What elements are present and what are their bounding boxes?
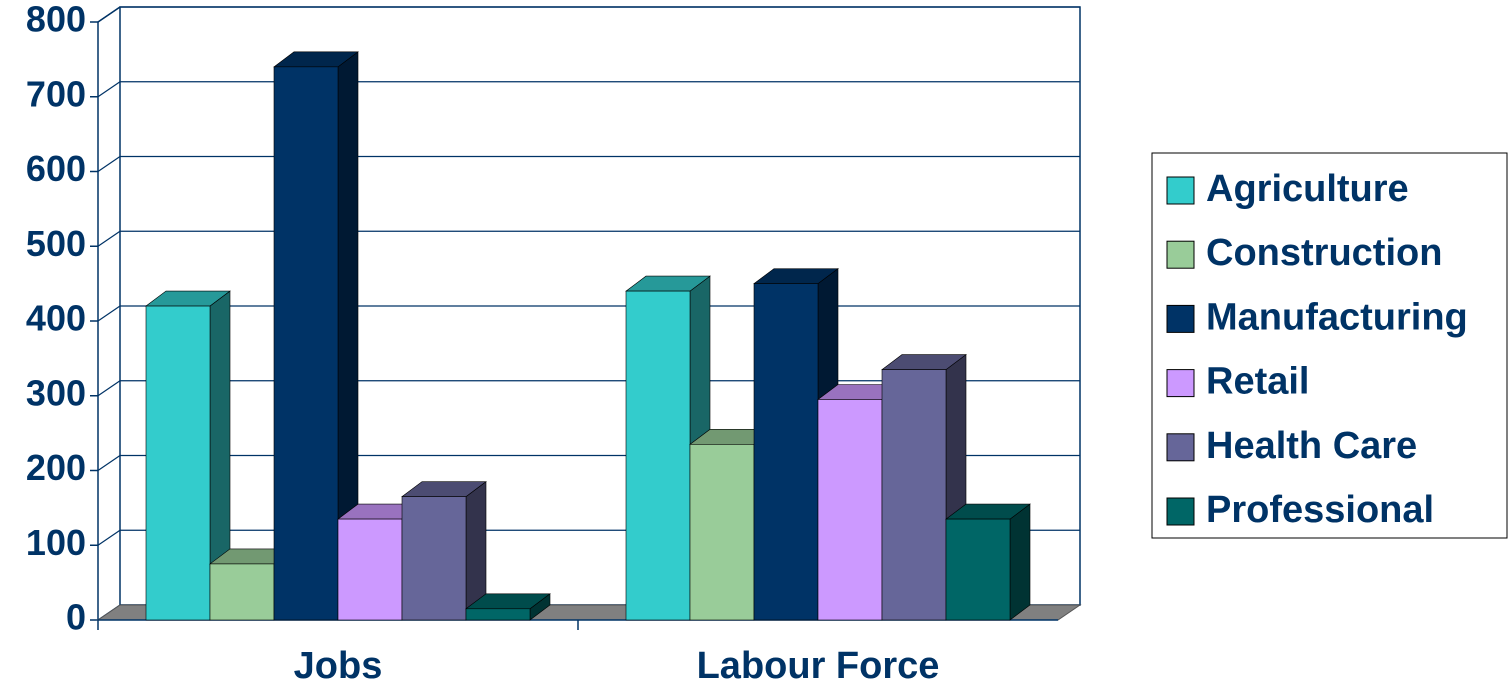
bar xyxy=(881,369,947,621)
legend-label: Manufacturing xyxy=(1206,296,1468,338)
bar-top-shade xyxy=(882,354,966,370)
bar-top-shade xyxy=(818,384,902,400)
grid-line-side xyxy=(97,230,121,247)
bar-top-shade xyxy=(146,291,230,307)
legend-label: Health Care xyxy=(1206,425,1417,467)
y-tick-label: 400 xyxy=(26,298,86,339)
legend-label: Construction xyxy=(1206,232,1442,274)
legend-swatch xyxy=(1166,304,1195,333)
bar xyxy=(209,563,275,621)
bar xyxy=(273,66,339,621)
y-tick-label: 300 xyxy=(26,372,86,413)
legend-box xyxy=(1151,152,1508,539)
legend-swatch xyxy=(1166,176,1195,205)
grid-line-side xyxy=(97,455,121,471)
y-tick-label: 500 xyxy=(26,223,86,264)
bar xyxy=(465,608,531,621)
bar-top-shade xyxy=(466,593,550,609)
grid-line-side xyxy=(97,529,121,546)
y-tick-label: 200 xyxy=(26,447,86,488)
legend-label: Agriculture xyxy=(1206,168,1409,210)
bar xyxy=(337,518,403,621)
legend-label: Retail xyxy=(1206,361,1309,403)
legend-swatch xyxy=(1166,497,1195,526)
bar xyxy=(689,444,755,621)
bar-top-shade xyxy=(274,51,358,67)
bar-side-shade xyxy=(210,291,230,620)
legend-label: Professional xyxy=(1206,489,1434,531)
bar-side-shade xyxy=(1010,504,1030,620)
legend-swatch xyxy=(1166,433,1195,462)
y-tick-label: 0 xyxy=(66,597,86,638)
bar xyxy=(625,290,691,621)
grid-line-side xyxy=(97,305,121,322)
x-tick-label: Jobs xyxy=(294,645,383,687)
y-tick-label: 800 xyxy=(26,0,86,40)
bar-side-shade xyxy=(466,481,486,620)
bar-top-shade xyxy=(754,268,838,284)
bar-side-shade xyxy=(338,51,358,621)
grid-line-side xyxy=(97,81,121,98)
y-tick-label: 700 xyxy=(26,73,86,114)
grid-line-side xyxy=(97,380,121,397)
bar-top-shade xyxy=(210,548,294,564)
bar-top-shade xyxy=(626,276,710,292)
bar xyxy=(401,496,467,621)
bar-top-shade xyxy=(338,504,422,520)
legend-swatch xyxy=(1166,369,1195,398)
bar-top-shade xyxy=(402,481,486,497)
bar xyxy=(817,399,883,621)
bar xyxy=(945,518,1011,621)
legend-swatch xyxy=(1166,240,1195,269)
y-tick-label: 100 xyxy=(26,522,86,563)
grid-line-side xyxy=(97,156,121,172)
bar-top-shade xyxy=(690,429,774,445)
bar xyxy=(145,305,211,621)
bar xyxy=(753,283,819,621)
x-tick-label: Labour Force xyxy=(697,645,940,687)
bar-side-shade xyxy=(530,593,550,620)
y-tick-label: 600 xyxy=(26,148,86,189)
grid-line-side xyxy=(97,6,121,23)
bar-top-shade xyxy=(946,504,1030,520)
